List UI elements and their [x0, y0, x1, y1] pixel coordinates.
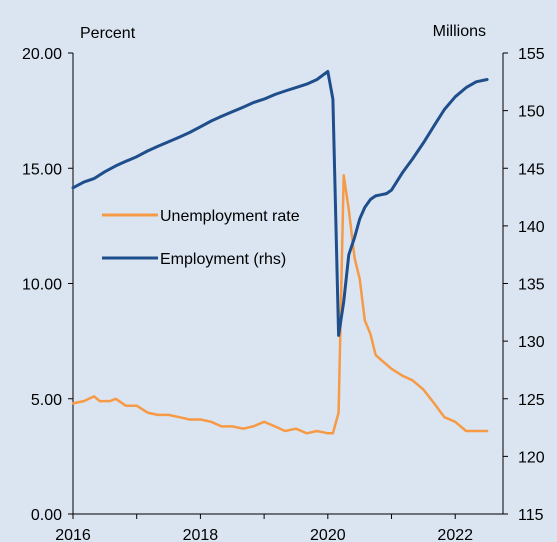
left-axis-unit-label: Percent	[80, 25, 136, 42]
right-tick-label: 115	[518, 507, 544, 524]
x-tick-label: 2018	[183, 527, 219, 542]
left-tick-label: 20.00	[22, 46, 62, 63]
left-tick-label: 15.00	[22, 161, 62, 178]
x-tick-label: 2020	[310, 527, 346, 542]
right-tick-label: 130	[518, 334, 545, 351]
left-tick-label: 0.00	[31, 507, 62, 524]
right-axis-unit-label: Millions	[433, 23, 486, 40]
x-tick-label: 2016	[55, 527, 91, 542]
right-tick-label: 120	[518, 449, 545, 466]
right-tick-label: 155	[518, 46, 545, 63]
left-tick-label: 10.00	[22, 277, 62, 294]
right-tick-label: 145	[518, 161, 545, 178]
legend-label-employment: Employment (rhs)	[160, 251, 286, 268]
legend: Unemployment rate Employment (rhs)	[102, 208, 300, 268]
series-line-employment	[71, 69, 489, 337]
right-tick-label: 135	[518, 277, 545, 294]
series-lines	[71, 69, 489, 435]
right-tick-label: 125	[518, 392, 545, 409]
axes: 0.00 5.00 10.00 15.00 20.00 115 120 125 130 135 14…	[22, 46, 545, 542]
left-tick-label: 5.00	[31, 392, 62, 409]
right-tick-label: 140	[518, 219, 545, 236]
x-tick-label: 2022	[437, 527, 473, 542]
right-tick-label: 150	[518, 104, 545, 121]
series-line-unemployment-rate	[71, 173, 489, 435]
legend-label-unemployment: Unemployment rate	[160, 208, 300, 225]
